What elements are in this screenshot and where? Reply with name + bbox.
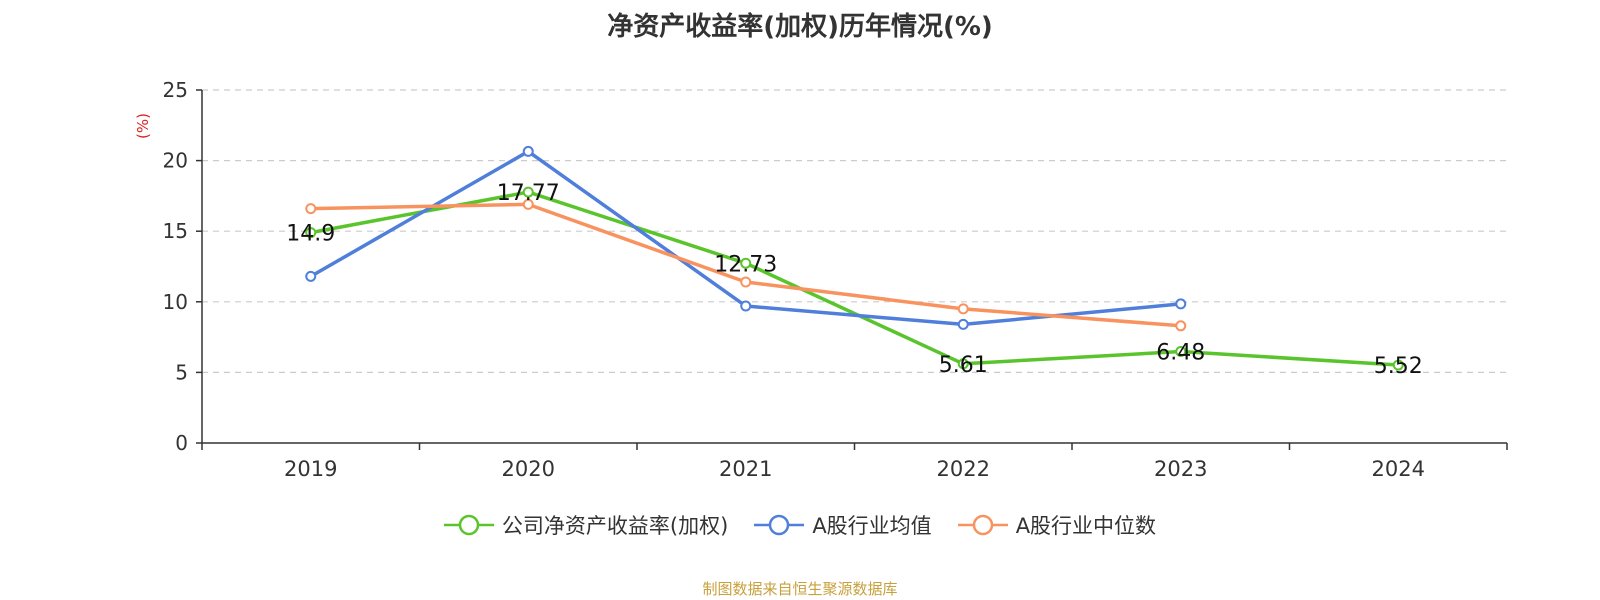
data-point <box>522 198 534 210</box>
grid-lines <box>202 89 1507 373</box>
data-point <box>1175 320 1187 332</box>
legend: 公司净资产收益率(加权) A股行业均值 A股行业中位数 <box>0 510 1600 540</box>
series-line-1 <box>309 149 1181 327</box>
y-tick-label: 0 <box>175 431 188 455</box>
legend-item-2[interactable]: A股行业中位数 <box>957 510 1157 540</box>
legend-marker <box>972 514 993 536</box>
data-label: 5.52 <box>1374 354 1423 379</box>
legend-swatch <box>443 514 494 536</box>
data-point <box>740 300 752 312</box>
series-lines <box>305 145 1404 371</box>
legend-item-1[interactable]: A股行业均值 <box>754 510 932 540</box>
x-tick-label: 2023 <box>1154 457 1207 481</box>
data-point <box>957 358 969 370</box>
data-point <box>305 203 317 215</box>
data-label: 12.73 <box>714 252 777 277</box>
data-label: 17.77 <box>497 181 560 206</box>
legend-marker <box>458 514 480 536</box>
legend-swatch <box>957 514 1008 536</box>
x-tick-label: 2019 <box>284 457 337 481</box>
data-point <box>305 270 317 282</box>
legend-swatch <box>754 514 805 536</box>
legend-item-0[interactable]: 公司净资产收益率(加权) <box>443 510 729 540</box>
legend-label: A股行业中位数 <box>1015 514 1157 538</box>
x-tick-label: 2024 <box>1372 457 1425 481</box>
legend-label: 公司净资产收益率(加权) <box>501 514 729 538</box>
data-labels: 14.9 17.77 12.73 5.61 6.48 5.52 <box>286 181 1422 379</box>
x-tick-label: 2022 <box>937 457 990 481</box>
data-label: 14.9 <box>286 222 335 247</box>
chart-title: 净资产收益率(加权)历年情况(%) <box>607 12 993 42</box>
data-label: 6.48 <box>1156 341 1205 366</box>
data-point <box>1175 298 1187 310</box>
legend-marker <box>769 514 790 536</box>
source-note: 制图数据来自恒生聚源数据库 <box>702 580 898 598</box>
x-tick-label: 2021 <box>719 457 772 481</box>
data-label: 5.61 <box>939 353 988 378</box>
y-tick-label: 20 <box>163 149 188 173</box>
data-point <box>740 257 752 269</box>
y-tick-label: 5 <box>175 360 188 384</box>
y-tick-label: 10 <box>163 290 188 314</box>
data-point <box>740 276 752 288</box>
y-tick-label: 15 <box>163 219 188 243</box>
legend-label: A股行业均值 <box>812 514 932 538</box>
series-line-0 <box>310 190 1399 367</box>
data-point <box>1175 346 1187 358</box>
data-point <box>957 318 969 330</box>
data-point <box>957 303 969 315</box>
axes: 0 5 10 15 20 25 (%) 2019 2020 2021 2022 2023 2024 <box>134 78 1508 481</box>
data-point <box>305 227 317 239</box>
y-axis-label: (%) <box>134 113 152 139</box>
data-point <box>1392 359 1404 371</box>
y-tick-label: 25 <box>163 78 188 102</box>
data-point <box>522 145 534 157</box>
data-point <box>522 186 534 198</box>
x-tick-label: 2020 <box>502 457 555 481</box>
